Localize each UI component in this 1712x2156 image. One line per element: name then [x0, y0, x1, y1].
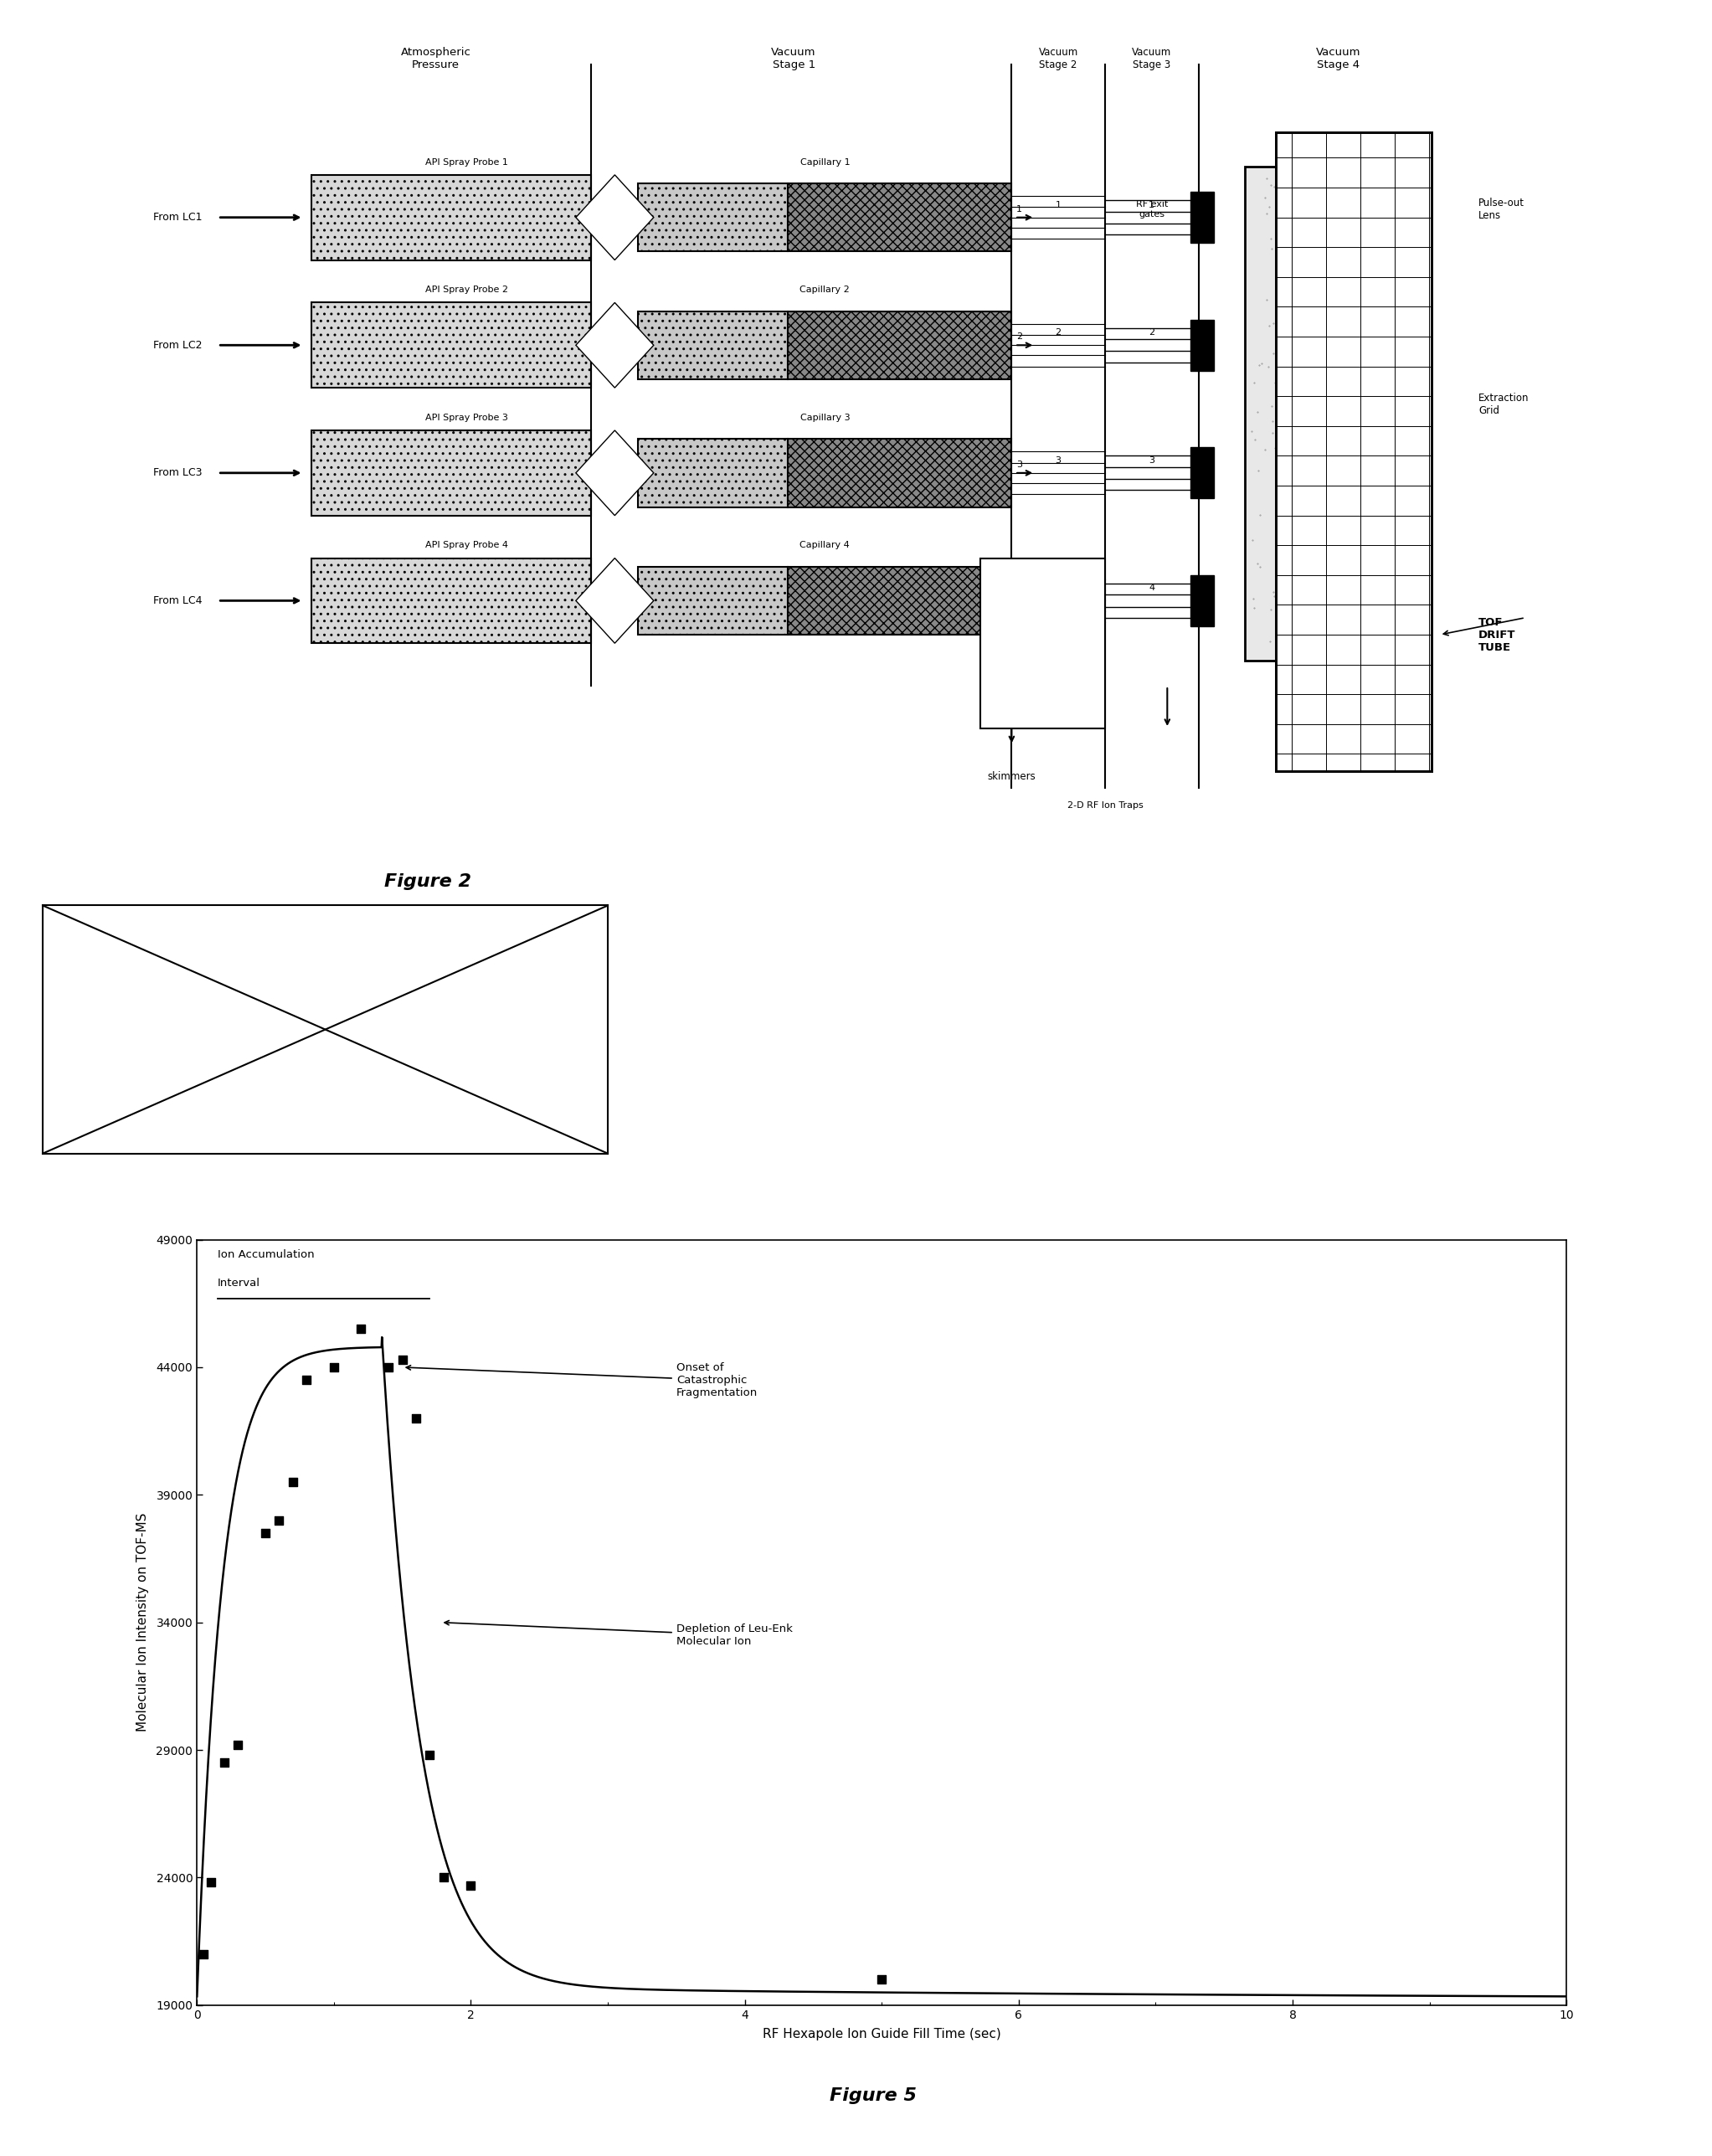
- Polygon shape: [575, 431, 654, 515]
- Text: Vacuum
Stage 1: Vacuum Stage 1: [772, 47, 817, 71]
- Bar: [312, 302, 591, 388]
- Text: RF exit
gates: RF exit gates: [1135, 201, 1168, 218]
- Point: [348, 1311, 375, 1345]
- Bar: [1245, 166, 1431, 660]
- Text: 3: 3: [1017, 459, 1022, 468]
- Text: 2: 2: [1017, 332, 1022, 341]
- Text: API Spray Probe 2: API Spray Probe 2: [426, 287, 508, 293]
- Text: 1: 1: [1017, 205, 1022, 213]
- Bar: [639, 183, 788, 252]
- Text: Ion Accumulation: Ion Accumulation: [217, 1250, 315, 1261]
- Bar: [312, 558, 591, 642]
- Text: x: x: [1397, 761, 1404, 768]
- Polygon shape: [575, 175, 654, 261]
- Text: TOF
DRIFT
TUBE: TOF DRIFT TUBE: [1479, 617, 1515, 653]
- Point: [320, 1350, 348, 1384]
- Text: 2-D RF Ion Traps: 2-D RF Ion Traps: [1067, 800, 1144, 808]
- Text: 4: 4: [1149, 584, 1154, 593]
- Point: [375, 1350, 402, 1384]
- Text: Interval: Interval: [217, 1279, 260, 1289]
- Bar: [788, 567, 1012, 634]
- Text: Capillary 3: Capillary 3: [800, 414, 849, 423]
- Bar: [981, 558, 1104, 729]
- Bar: [639, 440, 788, 507]
- Bar: [639, 310, 788, 379]
- Point: [457, 1867, 484, 1902]
- Text: Capillary 2: Capillary 2: [800, 287, 849, 293]
- Bar: [788, 440, 1012, 507]
- Text: From LC2: From LC2: [154, 341, 202, 351]
- Point: [430, 1861, 457, 1895]
- Point: [868, 1962, 895, 1996]
- Text: 3: 3: [1149, 457, 1154, 464]
- Text: Onset of
Catastrophic
Fragmentation: Onset of Catastrophic Fragmentation: [406, 1363, 758, 1397]
- Text: 1: 1: [1149, 201, 1154, 209]
- Text: Pulse-out
Lens: Pulse-out Lens: [1479, 196, 1525, 220]
- Point: [402, 1401, 430, 1436]
- X-axis label: RF Hexapole Ion Guide Fill Time (sec): RF Hexapole Ion Guide Fill Time (sec): [762, 2029, 1002, 2040]
- Text: skimmers: skimmers: [988, 772, 1036, 783]
- Bar: [788, 183, 1012, 252]
- Text: Figure 2: Figure 2: [385, 873, 471, 890]
- Text: y: y: [1361, 675, 1366, 683]
- Text: Vacuum
Stage 4: Vacuum Stage 4: [1317, 47, 1361, 71]
- Text: Capillary 4: Capillary 4: [800, 541, 849, 550]
- Point: [265, 1503, 293, 1537]
- Text: API Spray Probe 3: API Spray Probe 3: [426, 414, 508, 423]
- Text: From LC3: From LC3: [154, 468, 202, 479]
- Point: [293, 1363, 320, 1397]
- Text: Atmospheric
Pressure: Atmospheric Pressure: [401, 47, 471, 71]
- Text: Capillary 1: Capillary 1: [800, 157, 849, 166]
- Bar: [1275, 132, 1431, 772]
- Bar: [1190, 576, 1214, 625]
- Text: 4: 4: [1055, 584, 1061, 593]
- Polygon shape: [575, 302, 654, 388]
- Bar: [1275, 132, 1431, 772]
- Point: [197, 1865, 224, 1899]
- Point: [279, 1464, 306, 1498]
- Text: z: z: [1424, 720, 1430, 727]
- Text: From LC1: From LC1: [154, 211, 202, 222]
- Bar: [312, 175, 591, 261]
- Text: From LC4: From LC4: [154, 595, 202, 606]
- Text: 2: 2: [1055, 328, 1061, 336]
- Bar: [639, 567, 788, 634]
- Bar: [312, 431, 591, 515]
- Bar: [1190, 446, 1214, 498]
- Text: 2: 2: [1149, 328, 1154, 336]
- Bar: [1190, 192, 1214, 244]
- Point: [190, 1936, 217, 1971]
- Text: API Spray Probe 1: API Spray Probe 1: [426, 157, 508, 166]
- Text: 1: 1: [1055, 201, 1061, 209]
- Text: 4: 4: [1017, 589, 1022, 597]
- Text: API Spray Probe 4: API Spray Probe 4: [426, 541, 508, 550]
- Bar: [1190, 319, 1214, 371]
- Point: [252, 1516, 279, 1550]
- Text: 3: 3: [1055, 457, 1061, 464]
- Text: Depletion of Leu-Enk
Molecular Ion: Depletion of Leu-Enk Molecular Ion: [445, 1621, 793, 1647]
- Point: [389, 1343, 416, 1378]
- Y-axis label: Molecular Ion Intensity on TOF-MS: Molecular Ion Intensity on TOF-MS: [137, 1514, 149, 1731]
- Point: [224, 1727, 252, 1761]
- Text: Vacuum
Stage 2: Vacuum Stage 2: [1039, 47, 1079, 71]
- Text: Extraction
Grid: Extraction Grid: [1479, 392, 1529, 416]
- Point: [416, 1738, 443, 1772]
- Text: Vacuum
Stage 3: Vacuum Stage 3: [1132, 47, 1171, 71]
- Text: Figure 5: Figure 5: [830, 2087, 916, 2104]
- Point: [211, 1746, 238, 1781]
- Polygon shape: [575, 558, 654, 642]
- Bar: [788, 310, 1012, 379]
